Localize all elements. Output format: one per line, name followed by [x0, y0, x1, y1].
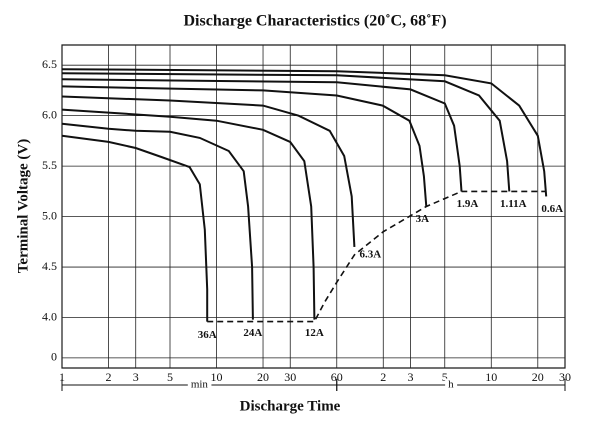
y-tick-label: 6.0	[42, 107, 57, 121]
series-line	[61, 68, 548, 197]
y-tick-label: 0	[51, 350, 57, 364]
x-tick-label: 5	[442, 370, 448, 384]
x-tick-label: 20	[257, 370, 269, 384]
series-label: 3A	[416, 213, 430, 225]
x-tick-label: 2	[380, 370, 386, 384]
series-line	[61, 108, 316, 320]
x-tick-label: 1	[59, 370, 65, 384]
cutoff-line	[207, 190, 547, 323]
y-tick-label: 4.5	[42, 259, 57, 273]
x-axis-label: Discharge Time	[240, 398, 341, 414]
y-tick-label: 4.0	[42, 309, 57, 323]
x-tick-label: 60	[331, 370, 343, 384]
x-tick-label: 3	[407, 370, 413, 384]
unit-label: h	[448, 379, 454, 391]
series-label: 12A	[305, 327, 324, 339]
series-line	[61, 134, 209, 322]
x-tick-label: 2	[106, 370, 112, 384]
series-label: 1.11A	[500, 198, 527, 210]
unit-label: min	[191, 379, 209, 391]
unit-label-bg	[187, 378, 212, 391]
series-label: 36A	[198, 329, 217, 341]
y-tick-label: 5.5	[42, 158, 57, 172]
x-tick-label: 3	[133, 370, 139, 384]
x-tick-label: 10	[485, 370, 497, 384]
x-tick-label: 30	[284, 370, 296, 384]
x-tick-label: 20	[532, 370, 544, 384]
series-label: 1.9A	[457, 198, 479, 210]
chart-title: Discharge Characteristics (20˚C, 68˚F)	[183, 13, 446, 30]
y-tick-label: 5.0	[42, 208, 57, 222]
series-line	[61, 122, 254, 320]
series-line	[61, 95, 356, 247]
series-line	[61, 72, 511, 192]
series-label: 24A	[243, 327, 262, 339]
unit-label-bg	[445, 378, 458, 391]
x-tick-label: 5	[167, 370, 173, 384]
x-tick-label: 30	[559, 370, 571, 384]
series-line	[61, 85, 428, 207]
y-tick-label: 6.5	[42, 57, 57, 71]
series-line	[61, 78, 463, 192]
series-label: 0.6A	[541, 203, 563, 215]
series-label: 6.3A	[360, 248, 382, 260]
y-axis-label: Terminal Voltage (V)	[15, 139, 31, 273]
x-tick-label: 10	[211, 370, 223, 384]
